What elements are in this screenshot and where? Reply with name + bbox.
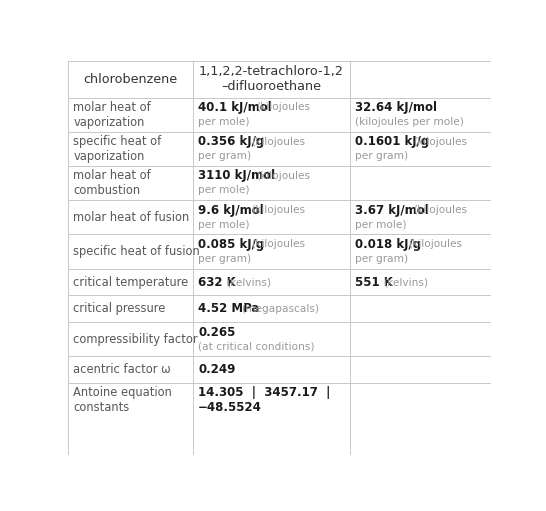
Text: per gram): per gram) <box>198 151 251 161</box>
Text: (kelvins): (kelvins) <box>227 277 271 287</box>
Text: 551 K: 551 K <box>355 275 393 289</box>
Text: (kilojoules: (kilojoules <box>408 239 462 249</box>
Text: chlorobenzene: chlorobenzene <box>84 73 178 86</box>
Text: molar heat of
vaporization: molar heat of vaporization <box>73 101 151 129</box>
Text: 0.265: 0.265 <box>198 326 235 339</box>
Text: (kilojoules: (kilojoules <box>413 136 467 147</box>
Text: per mole): per mole) <box>198 220 250 229</box>
Text: (kilojoules: (kilojoules <box>251 205 305 215</box>
Text: 0.085 kJ/g: 0.085 kJ/g <box>198 238 264 251</box>
Text: 3110 kJ/mol: 3110 kJ/mol <box>198 170 275 182</box>
Text: molar heat of
combustion: molar heat of combustion <box>73 169 151 197</box>
Text: (kilojoules: (kilojoules <box>256 102 310 112</box>
Text: critical temperature: critical temperature <box>73 275 188 289</box>
Text: 0.249: 0.249 <box>198 363 235 376</box>
Text: (megapascals): (megapascals) <box>241 304 319 314</box>
Text: per mole): per mole) <box>198 117 250 127</box>
Text: 32.64 kJ/mol: 32.64 kJ/mol <box>355 101 437 114</box>
Text: per gram): per gram) <box>355 151 408 161</box>
Text: acentric factor ω: acentric factor ω <box>73 363 171 376</box>
Text: molar heat of fusion: molar heat of fusion <box>73 211 189 224</box>
Text: 1,1,2,2-tetrachloro-1,2
–difluoroethane: 1,1,2,2-tetrachloro-1,2 –difluoroethane <box>199 65 344 94</box>
Text: specific heat of
vaporization: specific heat of vaporization <box>73 135 162 163</box>
Text: (kelvins): (kelvins) <box>383 277 428 287</box>
Text: per mole): per mole) <box>355 220 406 229</box>
Text: 40.1 kJ/mol: 40.1 kJ/mol <box>198 101 272 114</box>
Text: compressibility factor: compressibility factor <box>73 333 198 346</box>
Text: 632 K: 632 K <box>198 275 236 289</box>
Text: per gram): per gram) <box>355 254 408 264</box>
Text: (kilojoules: (kilojoules <box>251 136 305 147</box>
Text: (kilojoules: (kilojoules <box>413 205 467 215</box>
Text: critical pressure: critical pressure <box>73 303 165 315</box>
Text: per mole): per mole) <box>198 185 250 195</box>
Text: specific heat of fusion: specific heat of fusion <box>73 245 200 258</box>
Text: (at critical conditions): (at critical conditions) <box>198 341 314 352</box>
Text: (kilojoules: (kilojoules <box>256 171 310 181</box>
Text: (kilojoules per mole): (kilojoules per mole) <box>355 117 464 127</box>
Text: 9.6 kJ/mol: 9.6 kJ/mol <box>198 204 264 217</box>
Text: 0.356 kJ/g: 0.356 kJ/g <box>198 135 264 148</box>
Text: 0.018 kJ/g: 0.018 kJ/g <box>355 238 421 251</box>
Text: (kilojoules: (kilojoules <box>251 239 305 249</box>
Text: 4.52 MPa: 4.52 MPa <box>198 303 259 315</box>
Text: 3.67 kJ/mol: 3.67 kJ/mol <box>355 204 429 217</box>
Text: 0.1601 kJ/g: 0.1601 kJ/g <box>355 135 429 148</box>
Text: Antoine equation
constants: Antoine equation constants <box>73 386 172 414</box>
Text: 14.305  |  3457.17  |
−48.5524: 14.305 | 3457.17 | −48.5524 <box>198 386 330 414</box>
Text: per gram): per gram) <box>198 254 251 264</box>
